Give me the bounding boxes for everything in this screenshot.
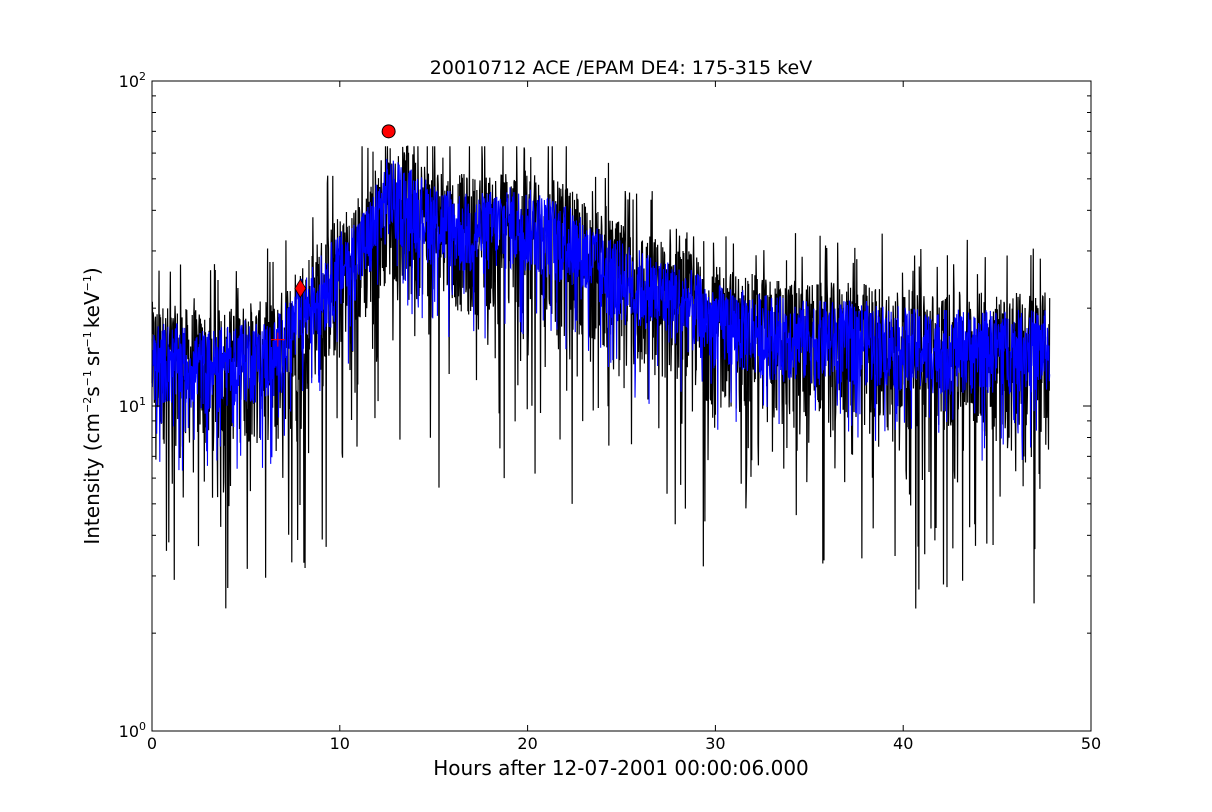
x-tick-label: 30 [705, 734, 725, 753]
y-tick-exponent: 2 [139, 70, 146, 83]
y-tick-exponent: 1 [139, 395, 146, 408]
y-tick-label: 100 [119, 720, 146, 741]
x-tick-label: 0 [147, 734, 157, 753]
onset-marker-diamond [294, 278, 307, 299]
chart-title: 20010712 ACE /EPAM DE4: 175-315 keV [430, 57, 812, 79]
y-axis-label: Intensity (cm−2s−1sr−1keV−1) [80, 267, 104, 544]
y-axis-label-exp-1: −2 [81, 397, 94, 413]
x-tick-label: 10 [330, 734, 350, 753]
y-tick-exponent: 0 [139, 720, 146, 733]
peak-marker-circle [381, 124, 396, 139]
x-tick-label: 20 [517, 734, 537, 753]
y-axis-label-unit-3: keV [80, 291, 104, 328]
x-axis: 0 10 20 30 40 50 [147, 81, 1101, 753]
x-axis-label: Hours after 12-07-2001 00:00:06.000 [433, 756, 809, 780]
y-tick-base: 10 [119, 397, 139, 416]
y-axis-label-suffix: ) [80, 267, 104, 275]
marker-layer [270, 124, 396, 347]
y-axis-label-unit-2: sr [80, 347, 104, 366]
y-tick-base: 10 [119, 72, 139, 91]
y-axis-label-exp-4: −1 [81, 275, 94, 291]
x-tick-label: 40 [893, 734, 913, 753]
y-axis-label-prefix: Intensity (cm [80, 413, 104, 545]
y-tick-label: 101 [119, 395, 146, 416]
x-tick-label: 50 [1081, 734, 1101, 753]
y-axis-label-exp-3: −1 [81, 331, 94, 347]
y-tick-label: 102 [119, 70, 146, 91]
y-tick-base: 10 [119, 722, 139, 741]
y-axis-label-unit-1: s [80, 386, 104, 396]
y-axis-label-exp-2: −1 [81, 370, 94, 386]
start-marker-plus [270, 332, 285, 347]
